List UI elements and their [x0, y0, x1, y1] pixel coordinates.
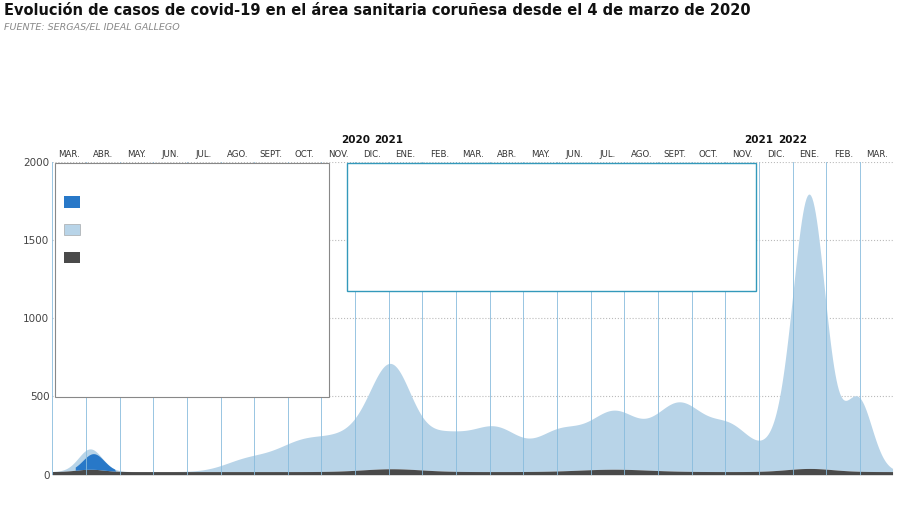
Text: 2020: 2020: [340, 135, 370, 145]
Text: los casos activos y los fallecidos.: los casos activos y los fallecidos.: [355, 236, 487, 245]
Text: JUL.: JUL.: [599, 150, 616, 159]
Text: JUN.: JUN.: [161, 150, 179, 159]
Text: ABR.: ABR.: [497, 150, 517, 159]
Text: 2022: 2022: [778, 135, 807, 145]
Text: NUEVOS: NUEVOS: [177, 177, 215, 186]
Text: JUL.: JUL.: [195, 150, 212, 159]
Text: DIC.: DIC.: [767, 150, 785, 159]
Text: Altas acumuladas: Altas acumuladas: [87, 197, 172, 207]
Text: Contagios últimos 7 días: Contagios últimos 7 días: [64, 333, 181, 342]
Text: MAY.: MAY.: [531, 150, 550, 159]
Text: SEPT.: SEPT.: [259, 150, 283, 159]
Text: ABR.: ABR.: [93, 150, 112, 159]
Text: OCT.: OCT.: [698, 150, 718, 159]
Text: 2021: 2021: [744, 135, 774, 145]
Text: OCT.: OCT.: [295, 150, 314, 159]
Text: Evolución de casos de covid-19 en el área sanitaria coruñesa desde el 4 de marzo: Evolución de casos de covid-19 en el áre…: [4, 3, 751, 18]
Text: El 29 de abril, el Sergas cambió la comunicación de casos, dando por recuperados: El 29 de abril, el Sergas cambió la comu…: [355, 190, 688, 200]
Text: MAR.: MAR.: [462, 150, 484, 159]
Text: 108.057: 108.057: [272, 197, 322, 207]
Text: MAY.: MAY.: [127, 150, 146, 159]
Text: NOV.: NOV.: [732, 150, 752, 159]
Text: a los pacientes que pasaron la cuarentena en su hogar, por lo que el balance es: a los pacientes que pasaron la cuarenten…: [355, 206, 678, 215]
Text: 0: 0: [193, 252, 200, 263]
Text: 432: 432: [184, 197, 208, 207]
Text: 1.423**: 1.423**: [275, 333, 322, 343]
Text: AGO.: AGO.: [227, 150, 248, 159]
Text: Incidencia a 7 días: Incidencia a 7 días: [64, 360, 152, 369]
Text: FEB.: FEB.: [429, 150, 449, 159]
Text: 2021: 2021: [374, 135, 403, 145]
Text: 745: 745: [299, 252, 322, 263]
Text: ENE.: ENE.: [799, 150, 820, 159]
Text: Contagios últimos 14 días: Contagios últimos 14 días: [64, 281, 187, 290]
Text: 2.731*: 2.731*: [281, 280, 322, 290]
Text: NOV.: NOV.: [328, 150, 348, 159]
Text: DIC.: DIC.: [363, 150, 381, 159]
Text: FUENTE: SERGAS/EL IDEAL GALLEGO: FUENTE: SERGAS/EL IDEAL GALLEGO: [4, 23, 179, 32]
Text: SEPT.: SEPT.: [663, 150, 687, 159]
Text: ** DATOS REFERIDOS A LA CIUDAD DE A CORUÑA EN LOS ÚLTIMOS 7 y 14 DÍAS: ** DATOS REFERIDOS A LA CIUDAD DE A CORU…: [355, 258, 722, 269]
Text: Casos activos: Casos activos: [87, 225, 152, 234]
Text: JUN.: JUN.: [565, 150, 583, 159]
Text: >1.100**: >1.100**: [266, 307, 322, 317]
Text: 27: 27: [188, 225, 204, 235]
Text: AGO.: AGO.: [631, 150, 652, 159]
Text: Fallecidos acumulados: Fallecidos acumulados: [87, 253, 194, 262]
Text: TOTAL: TOTAL: [245, 177, 274, 186]
Text: * DATO ACUMULADO DESDE EL INICIO DE LA PANDEMIA: * DATO ACUMULADO DESDE EL INICIO DE LA P…: [355, 173, 619, 182]
Text: ENE.: ENE.: [396, 150, 416, 159]
Text: negativo al haber más altas que nuevos casos. Desde ese día, se muestran solo: negativo al haber más altas que nuevos c…: [355, 221, 678, 230]
Text: MAR.: MAR.: [58, 150, 80, 159]
Text: Incidencia a 14 días: Incidencia a 14 días: [64, 307, 158, 316]
Text: >500**: >500**: [278, 359, 322, 369]
Text: MAR.: MAR.: [866, 150, 887, 159]
Text: 5.001: 5.001: [287, 225, 322, 235]
Text: FEB.: FEB.: [833, 150, 853, 159]
